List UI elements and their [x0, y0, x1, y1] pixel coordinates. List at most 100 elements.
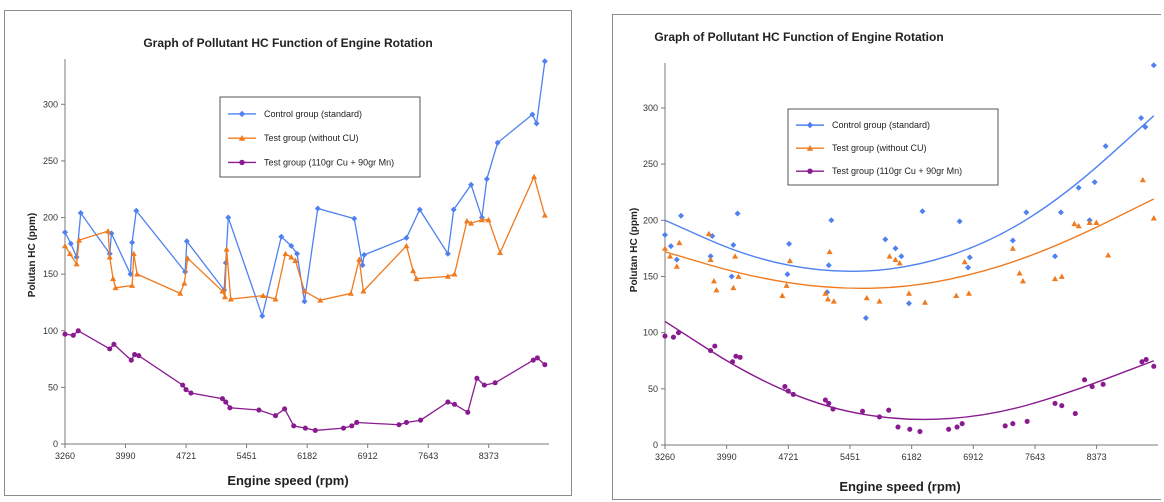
- data-point: [707, 253, 714, 260]
- data-point: [907, 426, 913, 432]
- data-point: [895, 424, 901, 430]
- data-point: [886, 253, 893, 259]
- data-point: [497, 249, 504, 256]
- chart-title: Graph of Pollutant HC Function of Engine…: [654, 30, 943, 44]
- data-point: [882, 236, 889, 243]
- legend-swatch-marker: [806, 121, 814, 129]
- data-point: [826, 400, 832, 406]
- legend-box: [219, 96, 421, 178]
- data-point: [75, 328, 81, 334]
- series-3: [662, 320, 1157, 435]
- data-point: [1059, 403, 1065, 409]
- y-tick-label: 50: [648, 384, 658, 394]
- legend-label: Test group (without CU): [832, 143, 927, 153]
- data-point: [826, 248, 833, 255]
- data-point: [1139, 359, 1145, 365]
- data-point: [177, 290, 184, 296]
- series-line: [64, 174, 546, 301]
- data-point: [223, 246, 230, 252]
- data-point: [886, 407, 892, 413]
- data-point: [183, 387, 189, 393]
- data-point: [444, 250, 451, 257]
- data-point: [825, 262, 832, 269]
- series-2: [662, 176, 1157, 305]
- data-point: [673, 263, 680, 269]
- legend-box: [787, 108, 999, 186]
- data-point: [1105, 252, 1112, 258]
- data-point: [735, 273, 742, 279]
- data-point: [347, 290, 354, 296]
- data-point: [1089, 384, 1095, 390]
- x-axis-label: Engine speed (rpm): [839, 479, 960, 494]
- data-point: [219, 288, 226, 294]
- data-point: [77, 210, 84, 216]
- x-tick-label: 6182: [902, 452, 922, 462]
- data-point: [227, 296, 234, 302]
- x-tick-label: 4721: [176, 451, 196, 461]
- data-point: [676, 239, 683, 246]
- data-point: [416, 206, 423, 213]
- data-point: [954, 424, 960, 430]
- data-point: [733, 353, 739, 359]
- trend-line: [664, 320, 1155, 421]
- data-point: [105, 228, 112, 234]
- legend-label: Control group (standard): [264, 109, 362, 119]
- data-point: [180, 382, 186, 388]
- legend-item: Test group (110gr Cu + 90gr Mn): [228, 157, 394, 167]
- legend-item: Test group (without CU): [228, 133, 359, 143]
- data-point: [782, 384, 788, 390]
- data-point: [662, 231, 668, 238]
- data-point: [1086, 219, 1093, 225]
- data-point: [359, 262, 366, 269]
- data-point: [1091, 179, 1098, 186]
- y-tick-label: 100: [43, 326, 58, 336]
- data-point: [468, 181, 475, 188]
- data-point: [786, 240, 793, 247]
- legend: Control group (standard) Test group (with…: [787, 108, 999, 186]
- data-point: [896, 259, 903, 266]
- data-point: [1102, 143, 1109, 150]
- data-point: [905, 300, 912, 307]
- data-point: [288, 242, 295, 249]
- data-point: [396, 422, 402, 428]
- data-point: [859, 408, 866, 414]
- data-point: [1071, 220, 1078, 227]
- data-point: [67, 240, 74, 247]
- legend-item: Control group (standard): [796, 120, 930, 130]
- legend-swatch-marker: [807, 168, 813, 174]
- legend-swatch-marker: [239, 159, 245, 166]
- data-point: [707, 256, 714, 263]
- data-point: [1100, 381, 1106, 387]
- data-point: [136, 353, 142, 359]
- legend: Control group (standard) Test group (with…: [219, 96, 421, 178]
- series-1: [62, 58, 548, 320]
- data-point: [1009, 245, 1016, 251]
- data-point: [670, 334, 676, 340]
- data-point: [533, 120, 540, 127]
- x-tick-label: 7643: [1025, 452, 1045, 462]
- series-2: [62, 173, 548, 303]
- data-point: [494, 139, 501, 146]
- data-point: [301, 288, 308, 294]
- data-point: [898, 253, 905, 260]
- data-point: [922, 299, 929, 305]
- data-point: [129, 239, 136, 246]
- data-point: [1093, 219, 1100, 225]
- data-point: [710, 277, 717, 284]
- data-point: [675, 330, 682, 336]
- data-point: [403, 234, 410, 241]
- data-point: [919, 208, 926, 215]
- data-point: [259, 313, 266, 320]
- data-point: [66, 250, 73, 257]
- chart-panel-right: Graph of Pollutant HC Function of Engine…: [612, 14, 1161, 500]
- data-point: [1139, 176, 1146, 183]
- data-point: [662, 333, 668, 339]
- data-point: [737, 354, 743, 360]
- data-point: [892, 256, 899, 263]
- data-point: [451, 271, 458, 277]
- data-point: [463, 217, 470, 224]
- data-point: [450, 206, 457, 213]
- x-tick-label: 6182: [297, 451, 317, 461]
- legend-swatch-marker: [806, 144, 814, 151]
- data-point: [1143, 357, 1149, 363]
